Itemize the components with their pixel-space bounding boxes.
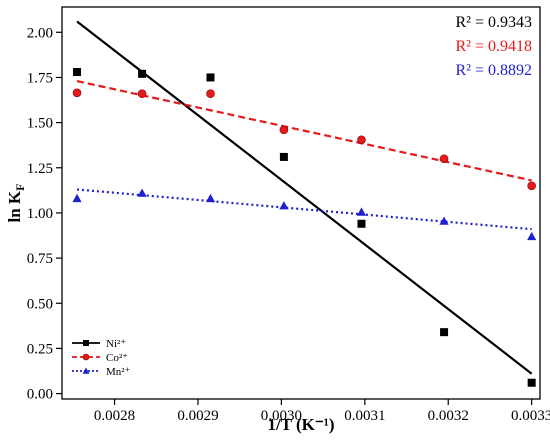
data-point-triangle [205,193,216,203]
legend-label: Ni²⁺ [106,338,126,350]
data-point-square [440,328,449,337]
data-point-square [206,73,215,82]
data-point-circle [137,89,147,99]
plot-frame [61,6,541,400]
data-point-triangle [527,231,537,241]
x-tick-label: 0.0030 [261,408,302,424]
data-point-circle [279,125,289,135]
data-points [72,68,537,387]
legend: Ni²⁺ Co²⁺ Mn²⁺ [72,338,131,378]
data-point-square [279,152,288,161]
legend-label: Mn²⁺ [106,366,131,378]
data-point-triangle [439,216,449,225]
data-point-triangle [82,367,90,374]
r-squared-label: R² = 0.8892 [456,62,533,79]
data-point-triangle [137,188,147,197]
r-squared-label: R² = 0.9418 [456,38,533,55]
r-squared-label: R² = 0.9343 [456,14,533,31]
y-tick-label: 1.50 [27,116,53,132]
x-tick-label: 0.0029 [177,408,218,424]
legend-label: Co²⁺ [106,352,128,364]
data-point-circle [206,89,215,99]
x-tick-label: 0.0033 [511,408,550,424]
data-point-triangle [72,193,82,203]
y-tick-label: 0.75 [27,251,53,267]
y-axis-title-subscript: F [13,184,27,191]
y-tick-label: 0.50 [27,296,53,312]
x-tick-label: 0.0032 [428,408,469,424]
x-axis-title: 1/T (K⁻¹) [267,415,334,434]
y-tick-label: 1.25 [27,161,53,177]
data-point-triangle [279,201,289,210]
data-point-circle [439,154,449,164]
x-tick-label: 0.0031 [344,408,385,424]
data-point-square [73,68,82,77]
data-point-square [527,378,536,387]
fit-line [76,188,532,231]
data-point-circle [82,353,90,361]
data-point-circle [527,181,536,191]
x-axis: 0.0028 0.0029 0.0030 0.0031 0.0032 0.0033 [94,399,550,424]
data-point-square [357,219,366,228]
y-tick-label: 0.00 [27,387,53,403]
y-axis: 0.00 0.25 0.50 0.75 1.00 1.25 1.50 1.75 2.00 [27,25,62,403]
data-point-triangle [356,207,367,216]
fit-line [76,20,533,375]
r-squared-labels: R² = 0.9343 R² = 0.9418 R² = 0.8892 [456,14,533,79]
y-tick-label: 0.25 [27,341,53,357]
data-point-square [138,69,147,78]
fit-lines [76,20,533,375]
y-tick-label: 1.75 [27,70,53,86]
y-tick-label: 2.00 [27,25,53,41]
y-axis-title: ln KF [5,184,27,223]
y-tick-label: 1.00 [27,206,53,222]
data-point-square [83,340,89,346]
data-point-circle [72,88,82,98]
fit-line [76,79,532,182]
y-axis-title-main: ln K [5,190,24,222]
data-point-circle [357,135,366,145]
x-tick-label: 0.0028 [94,408,135,424]
